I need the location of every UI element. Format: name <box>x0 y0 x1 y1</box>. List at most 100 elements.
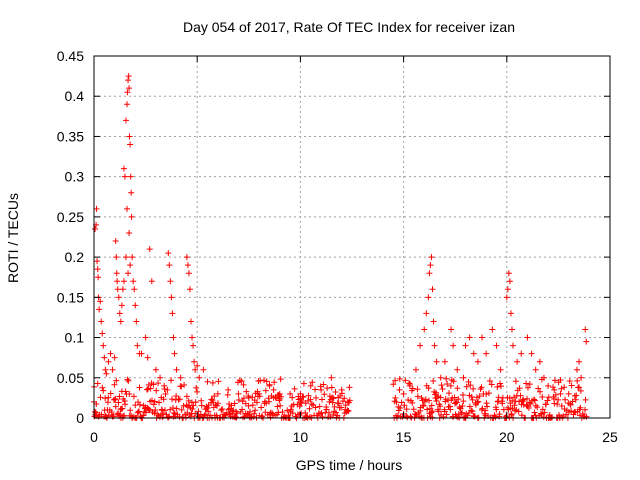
data-point <box>474 358 481 365</box>
data-point <box>173 405 180 412</box>
data-point <box>239 406 246 413</box>
data-point <box>439 385 446 392</box>
data-point <box>338 386 345 393</box>
data-point <box>133 318 140 325</box>
data-point <box>530 396 537 403</box>
data-point <box>111 381 118 388</box>
data-point <box>532 366 539 373</box>
data-point <box>535 385 542 392</box>
data-point <box>459 409 466 416</box>
data-point <box>516 385 523 392</box>
data-point <box>435 408 442 415</box>
data-point <box>493 342 500 349</box>
data-point <box>166 262 173 269</box>
data-point <box>558 403 565 410</box>
data-point <box>252 407 259 414</box>
x-tick-label: 5 <box>193 429 201 445</box>
data-point <box>509 342 516 349</box>
data-point <box>446 390 453 397</box>
data-point <box>205 408 212 415</box>
data-point <box>209 379 216 386</box>
data-point <box>176 396 183 403</box>
data-point <box>525 405 532 412</box>
data-point <box>126 390 133 397</box>
data-point <box>539 406 546 413</box>
data-point <box>125 77 132 84</box>
data-point <box>342 402 349 409</box>
data-point <box>167 278 174 285</box>
data-point <box>279 408 286 415</box>
data-point <box>181 382 188 389</box>
data-point <box>567 401 574 408</box>
data-point <box>447 382 454 389</box>
data-point <box>344 398 351 405</box>
data-point <box>214 390 221 397</box>
data-point <box>433 389 440 396</box>
data-point <box>462 342 469 349</box>
data-point <box>331 403 338 410</box>
data-point <box>498 383 505 390</box>
data-point <box>576 358 583 365</box>
data-point <box>574 377 581 384</box>
data-point <box>466 334 473 341</box>
data-point <box>329 394 336 401</box>
data-point <box>107 350 114 357</box>
data-point <box>97 394 104 401</box>
y-tick-label: 0.4 <box>65 88 85 104</box>
data-point <box>437 394 444 401</box>
data-point <box>544 397 551 404</box>
data-point <box>306 405 313 412</box>
y-tick-label: 0.35 <box>57 128 84 144</box>
data-point <box>160 410 167 417</box>
y-tick-label: 0.25 <box>57 209 84 225</box>
data-point <box>195 408 202 415</box>
data-point <box>214 402 221 409</box>
data-point <box>324 385 331 392</box>
data-point <box>105 394 112 401</box>
data-point <box>495 394 502 401</box>
y-tick-label: 0.2 <box>65 249 85 265</box>
data-point <box>266 398 273 405</box>
data-point <box>125 270 132 277</box>
data-point <box>524 395 531 402</box>
y-tick-label: 0.45 <box>57 48 84 64</box>
data-point <box>109 366 116 373</box>
data-point <box>573 366 580 373</box>
data-point <box>390 381 397 388</box>
data-point <box>558 385 565 392</box>
data-point <box>169 310 176 317</box>
data-point <box>572 396 579 403</box>
x-tick-label: 0 <box>90 429 98 445</box>
data-point <box>156 399 163 406</box>
data-point <box>430 378 437 385</box>
data-point <box>276 397 283 404</box>
data-point <box>454 385 461 392</box>
data-point <box>486 377 493 384</box>
x-tick-label: 10 <box>293 429 309 445</box>
data-point <box>478 384 485 391</box>
data-point <box>151 410 158 417</box>
data-point <box>470 350 477 357</box>
data-point <box>146 246 153 253</box>
data-point <box>234 410 241 417</box>
data-point <box>114 278 121 285</box>
data-point <box>178 383 185 390</box>
axis-ticks <box>93 55 611 419</box>
data-point <box>425 397 432 404</box>
data-point <box>499 400 506 407</box>
data-point <box>127 141 134 148</box>
data-point <box>566 377 573 384</box>
data-point <box>245 402 252 409</box>
data-point <box>136 401 143 408</box>
data-point <box>127 262 134 269</box>
data-point <box>105 358 112 365</box>
plot-frame <box>93 55 611 419</box>
data-point <box>393 399 400 406</box>
data-point <box>184 262 191 269</box>
data-point <box>142 334 149 341</box>
data-point <box>470 385 477 392</box>
data-point <box>130 278 137 285</box>
data-point <box>184 403 191 410</box>
data-point <box>583 338 590 345</box>
data-point <box>92 225 99 232</box>
